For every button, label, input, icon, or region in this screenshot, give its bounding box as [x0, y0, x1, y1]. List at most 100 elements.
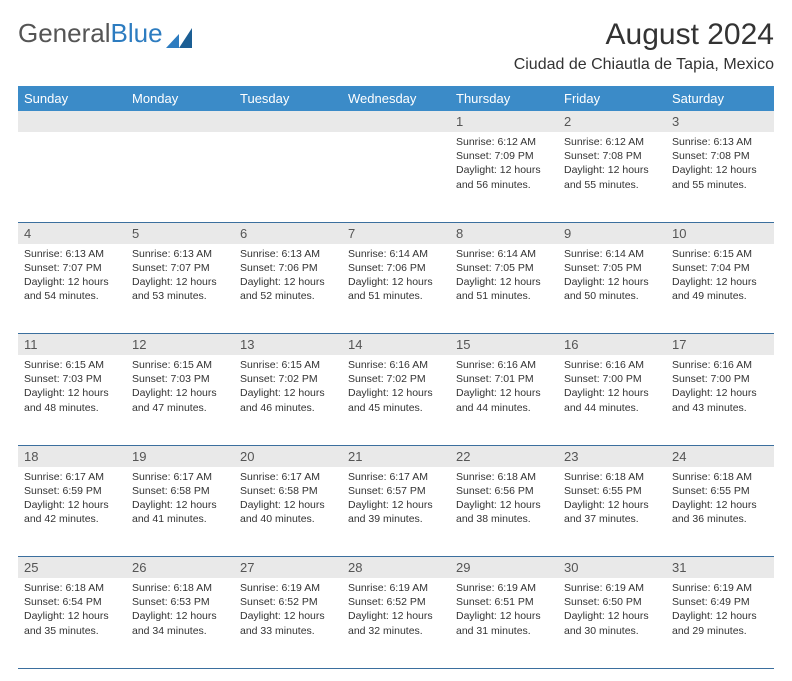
day-detail-cell: Sunrise: 6:18 AMSunset: 6:56 PMDaylight:… — [450, 467, 558, 557]
day-detail-cell: Sunrise: 6:13 AMSunset: 7:07 PMDaylight:… — [126, 244, 234, 334]
day-number-cell: 17 — [666, 334, 774, 356]
daylight-line: Daylight: 12 hours and 47 minutes. — [132, 386, 228, 414]
brand-part2: Blue — [111, 18, 163, 49]
sunrise-line: Sunrise: 6:16 AM — [456, 358, 552, 372]
day-detail-cell: Sunrise: 6:12 AMSunset: 7:08 PMDaylight:… — [558, 132, 666, 222]
day-info: Sunrise: 6:13 AMSunset: 7:07 PMDaylight:… — [126, 244, 234, 308]
sunrise-line: Sunrise: 6:15 AM — [24, 358, 120, 372]
sunrise-line: Sunrise: 6:19 AM — [348, 581, 444, 595]
day-info: Sunrise: 6:18 AMSunset: 6:55 PMDaylight:… — [558, 467, 666, 531]
sunset-line: Sunset: 7:01 PM — [456, 372, 552, 386]
daylight-line: Daylight: 12 hours and 40 minutes. — [240, 498, 336, 526]
day-number-cell — [234, 111, 342, 132]
day-number-cell: 10 — [666, 222, 774, 244]
sunrise-line: Sunrise: 6:17 AM — [348, 470, 444, 484]
sunrise-line: Sunrise: 6:13 AM — [240, 247, 336, 261]
sunrise-line: Sunrise: 6:19 AM — [240, 581, 336, 595]
daylight-line: Daylight: 12 hours and 52 minutes. — [240, 275, 336, 303]
sunrise-line: Sunrise: 6:18 AM — [564, 470, 660, 484]
day-detail-row: Sunrise: 6:13 AMSunset: 7:07 PMDaylight:… — [18, 244, 774, 334]
day-info: Sunrise: 6:15 AMSunset: 7:04 PMDaylight:… — [666, 244, 774, 308]
sunrise-line: Sunrise: 6:18 AM — [456, 470, 552, 484]
daylight-line: Daylight: 12 hours and 44 minutes. — [564, 386, 660, 414]
day-number-cell: 22 — [450, 445, 558, 467]
day-info: Sunrise: 6:19 AMSunset: 6:49 PMDaylight:… — [666, 578, 774, 642]
daylight-line: Daylight: 12 hours and 49 minutes. — [672, 275, 768, 303]
sunrise-line: Sunrise: 6:18 AM — [672, 470, 768, 484]
sunrise-line: Sunrise: 6:16 AM — [564, 358, 660, 372]
daylight-line: Daylight: 12 hours and 44 minutes. — [456, 386, 552, 414]
daylight-line: Daylight: 12 hours and 54 minutes. — [24, 275, 120, 303]
day-number-cell: 18 — [18, 445, 126, 467]
calendar-body: 1 23 Sunrise: 6:12 AMSunset: 7:09 PMDaylig… — [18, 111, 774, 668]
sunrise-line: Sunrise: 6:12 AM — [564, 135, 660, 149]
day-number-cell: 20 — [234, 445, 342, 467]
day-detail-cell: Sunrise: 6:19 AMSunset: 6:52 PMDaylight:… — [234, 578, 342, 668]
day-info: Sunrise: 6:16 AMSunset: 7:02 PMDaylight:… — [342, 355, 450, 419]
daylight-line: Daylight: 12 hours and 46 minutes. — [240, 386, 336, 414]
sunrise-line: Sunrise: 6:13 AM — [672, 135, 768, 149]
sunset-line: Sunset: 6:58 PM — [132, 484, 228, 498]
sunrise-line: Sunrise: 6:18 AM — [24, 581, 120, 595]
day-number-cell: 27 — [234, 557, 342, 579]
day-number-cell: 4 — [18, 222, 126, 244]
day-detail-cell: Sunrise: 6:12 AMSunset: 7:09 PMDaylight:… — [450, 132, 558, 222]
day-number-cell: 2 — [558, 111, 666, 132]
logo-mark-icon — [166, 24, 192, 44]
sunrise-line: Sunrise: 6:14 AM — [564, 247, 660, 261]
sunset-line: Sunset: 6:52 PM — [348, 595, 444, 609]
day-info: Sunrise: 6:16 AMSunset: 7:00 PMDaylight:… — [666, 355, 774, 419]
day-number-cell: 13 — [234, 334, 342, 356]
day-detail-row: Sunrise: 6:12 AMSunset: 7:09 PMDaylight:… — [18, 132, 774, 222]
sunset-line: Sunset: 6:51 PM — [456, 595, 552, 609]
weekday-header: Monday — [126, 86, 234, 111]
day-info: Sunrise: 6:15 AMSunset: 7:02 PMDaylight:… — [234, 355, 342, 419]
sunset-line: Sunset: 6:55 PM — [672, 484, 768, 498]
header: GeneralBlue August 2024 Ciudad de Chiaut… — [18, 18, 774, 74]
day-detail-cell: Sunrise: 6:18 AMSunset: 6:55 PMDaylight:… — [666, 467, 774, 557]
day-detail-row: Sunrise: 6:15 AMSunset: 7:03 PMDaylight:… — [18, 355, 774, 445]
day-detail-cell — [126, 132, 234, 222]
day-number-cell: 7 — [342, 222, 450, 244]
day-number-row: 45678910 — [18, 222, 774, 244]
day-number-cell: 28 — [342, 557, 450, 579]
day-info: Sunrise: 6:13 AMSunset: 7:07 PMDaylight:… — [18, 244, 126, 308]
weekday-header: Saturday — [666, 86, 774, 111]
day-number-cell: 14 — [342, 334, 450, 356]
sunset-line: Sunset: 6:50 PM — [564, 595, 660, 609]
day-number-cell — [18, 111, 126, 132]
sunrise-line: Sunrise: 6:13 AM — [132, 247, 228, 261]
day-number-cell: 11 — [18, 334, 126, 356]
day-info: Sunrise: 6:18 AMSunset: 6:53 PMDaylight:… — [126, 578, 234, 642]
day-info: Sunrise: 6:13 AMSunset: 7:08 PMDaylight:… — [666, 132, 774, 196]
day-detail-cell: Sunrise: 6:17 AMSunset: 6:59 PMDaylight:… — [18, 467, 126, 557]
day-number-cell: 31 — [666, 557, 774, 579]
daylight-line: Daylight: 12 hours and 33 minutes. — [240, 609, 336, 637]
day-info: Sunrise: 6:16 AMSunset: 7:00 PMDaylight:… — [558, 355, 666, 419]
day-info: Sunrise: 6:13 AMSunset: 7:06 PMDaylight:… — [234, 244, 342, 308]
sunset-line: Sunset: 7:04 PM — [672, 261, 768, 275]
day-detail-row: Sunrise: 6:17 AMSunset: 6:59 PMDaylight:… — [18, 467, 774, 557]
sunset-line: Sunset: 7:05 PM — [564, 261, 660, 275]
sunrise-line: Sunrise: 6:17 AM — [132, 470, 228, 484]
day-number-cell: 15 — [450, 334, 558, 356]
day-number-cell: 25 — [18, 557, 126, 579]
sunset-line: Sunset: 7:03 PM — [132, 372, 228, 386]
daylight-line: Daylight: 12 hours and 42 minutes. — [24, 498, 120, 526]
day-info: Sunrise: 6:16 AMSunset: 7:01 PMDaylight:… — [450, 355, 558, 419]
day-detail-cell: Sunrise: 6:19 AMSunset: 6:49 PMDaylight:… — [666, 578, 774, 668]
daylight-line: Daylight: 12 hours and 48 minutes. — [24, 386, 120, 414]
calendar-page: GeneralBlue August 2024 Ciudad de Chiaut… — [0, 0, 792, 681]
sunrise-line: Sunrise: 6:17 AM — [240, 470, 336, 484]
sunset-line: Sunset: 7:05 PM — [456, 261, 552, 275]
day-number-cell: 23 — [558, 445, 666, 467]
sunset-line: Sunset: 6:58 PM — [240, 484, 336, 498]
sunset-line: Sunset: 7:07 PM — [132, 261, 228, 275]
daylight-line: Daylight: 12 hours and 56 minutes. — [456, 163, 552, 191]
sunset-line: Sunset: 7:07 PM — [24, 261, 120, 275]
day-number-cell: 1 — [450, 111, 558, 132]
calendar-header-row: SundayMondayTuesdayWednesdayThursdayFrid… — [18, 86, 774, 111]
weekday-header: Friday — [558, 86, 666, 111]
sunrise-line: Sunrise: 6:17 AM — [24, 470, 120, 484]
daylight-line: Daylight: 12 hours and 38 minutes. — [456, 498, 552, 526]
